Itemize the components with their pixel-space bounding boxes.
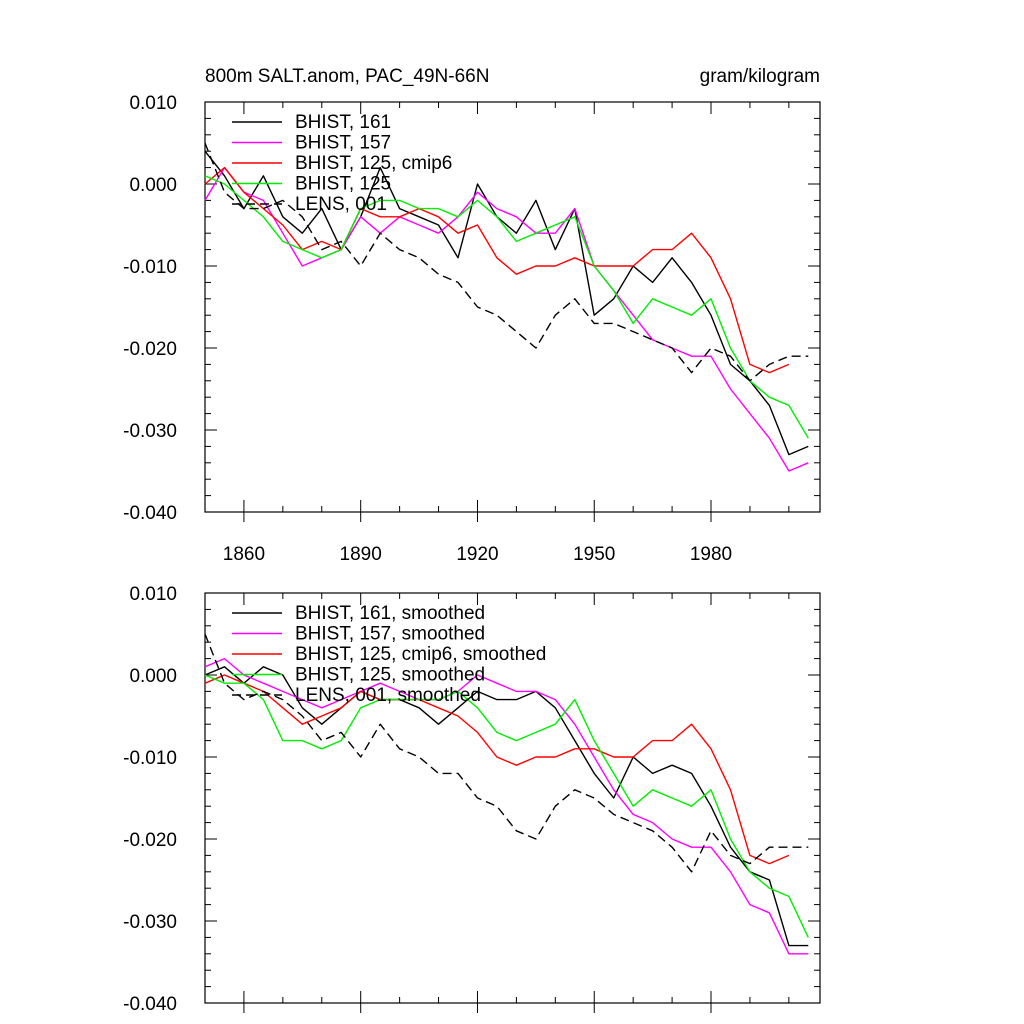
- series-line-1: [204, 666, 809, 947]
- series-line-2: [204, 657, 809, 955]
- y-tick-label: 0.000: [129, 175, 177, 196]
- y-tick-label: 0.010: [129, 93, 177, 114]
- y-tick-label: -0.030: [123, 421, 177, 442]
- chart-panel-1: 0.010 0.000 -0.010 -0.020 -0.030 -0.040 1860 18…: [123, 93, 821, 565]
- legend-label: BHIST, 125, cmip6, smoothed: [295, 644, 546, 665]
- legend-label: BHIST, 157: [295, 133, 391, 154]
- legend-label: BHIST, 125: [295, 174, 391, 195]
- plot-frame: [204, 101, 821, 513]
- legend-label: LENS, 001, smoothed: [295, 685, 481, 706]
- chart-panel-2: 0.010 0.000 -0.010 -0.020 -0.030 -0.040 BHIST,…: [123, 584, 821, 1015]
- chart-units: gram/kilogram: [700, 66, 820, 87]
- series-line-3: [204, 166, 790, 374]
- legend-label: BHIST, 125, smoothed: [295, 665, 485, 686]
- y-tick-label: -0.010: [123, 748, 177, 769]
- x-tick-label: 1950: [573, 544, 615, 565]
- x-tick-label: 1890: [340, 544, 382, 565]
- legend-label: BHIST, 161: [295, 112, 391, 133]
- y-tick-label: -0.040: [123, 503, 177, 524]
- x-tick-label: 1920: [456, 544, 498, 565]
- legend-label: LENS, 001: [295, 194, 387, 215]
- y-tick-label: -0.020: [123, 830, 177, 851]
- plot-frame: [204, 592, 821, 1004]
- y-tick-label: -0.020: [123, 339, 177, 360]
- y-tick-label: -0.030: [123, 912, 177, 933]
- y-tick-label: 0.010: [129, 584, 177, 605]
- series-line-4: [204, 175, 809, 439]
- x-tick-label: 1980: [690, 544, 732, 565]
- series-line-2: [204, 166, 809, 472]
- series-line-3: [204, 674, 790, 865]
- legend-label: BHIST, 157, smoothed: [295, 624, 485, 645]
- chart-title: 800m SALT.anom, PAC_49N-66N: [205, 66, 489, 87]
- x-tick-label: 1860: [223, 544, 265, 565]
- legend-label: BHIST, 125, cmip6: [295, 153, 452, 174]
- y-tick-label: 0.000: [129, 666, 177, 687]
- series-line-5: [204, 633, 809, 873]
- legend-label: BHIST, 161, smoothed: [295, 603, 485, 624]
- y-tick-label: -0.010: [123, 257, 177, 278]
- series-line-1: [204, 150, 809, 456]
- series-line-4: [204, 674, 809, 938]
- y-tick-label: -0.040: [123, 994, 177, 1015]
- series-line-5: [204, 142, 809, 382]
